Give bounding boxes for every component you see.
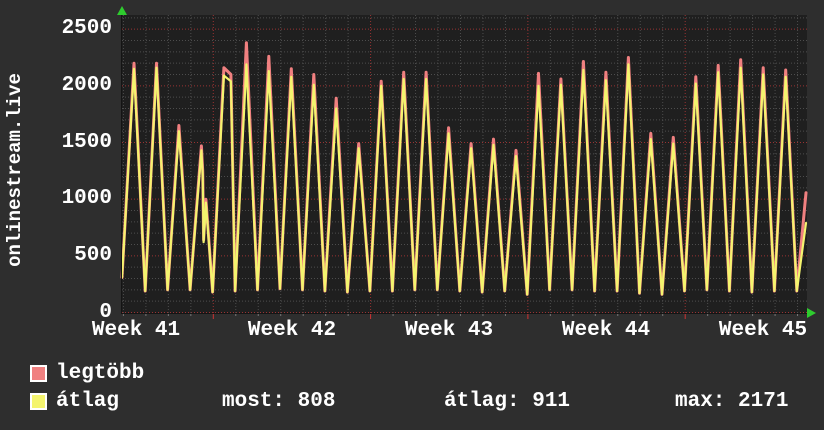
x-tick-label-week-43: Week 43 [404,319,494,342]
plot-canvas [122,15,807,313]
x-tick-label-week-45: Week 45 [718,319,808,342]
legend-swatch-atlag [30,393,47,410]
graph-vertical-title: onlinestream.live [4,73,26,267]
y-tick-label-2000: 2000 [61,73,112,97]
legend-stat-max: max: 2171 [675,390,789,413]
legend-swatch-legtobb [30,365,47,382]
legend-stat-most: most: 808 [222,390,336,413]
x-axis-arrow-icon [807,308,816,318]
x-tick-label-week-44: Week 44 [561,319,651,342]
legend-stat-atlag: átlag: 911 [444,390,571,413]
y-axis-arrow-icon [117,6,127,15]
y-tick-label-1000: 1000 [61,187,112,211]
y-tick-label-500: 500 [74,243,112,267]
x-tick-label-week-41: Week 41 [91,319,181,342]
series-line-atlag [120,63,808,296]
legend-label-legtobb: legtöbb [56,362,145,385]
y-tick-label-2500: 2500 [61,17,112,41]
x-tick-label-week-42: Week 42 [247,319,337,342]
legend-label-atlag: átlag [56,390,120,413]
y-tick-label-1500: 1500 [61,130,112,154]
y-tick-label-0: 0 [99,300,112,324]
